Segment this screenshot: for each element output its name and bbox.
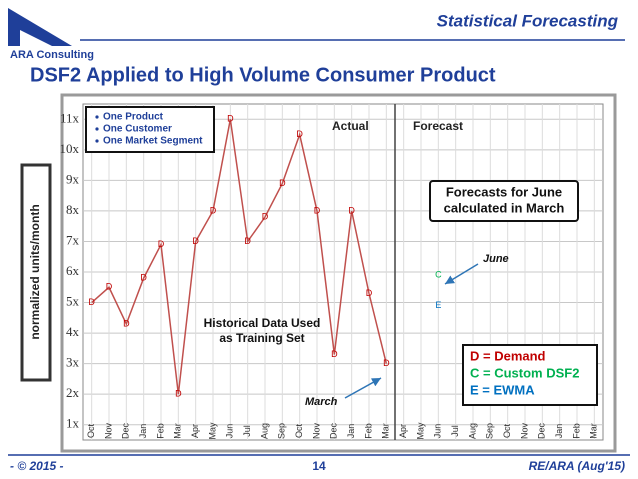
annotation: June <box>483 253 509 265</box>
point-marker: D <box>192 236 199 246</box>
point-marker: D <box>262 211 269 221</box>
annotation: Forecasts for June <box>446 184 562 199</box>
annotation: calculated in March <box>444 200 565 215</box>
logo-triangle-inner <box>20 30 52 46</box>
y-label-box <box>20 163 52 382</box>
arrow <box>344 377 382 399</box>
footer-right: RE/ARA (Aug'15) <box>529 459 625 473</box>
y-tick-label: 7x <box>66 232 80 247</box>
x-tick-label: Jul <box>450 425 460 437</box>
point-marker: D <box>366 288 373 298</box>
y-tick-label: 1x <box>66 416 80 431</box>
point-marker: D <box>348 205 355 215</box>
point-marker: D <box>383 358 390 368</box>
y-tick-label: 5x <box>66 294 80 309</box>
x-tick-label: Nov <box>519 423 529 440</box>
point-marker: D <box>279 178 286 188</box>
info-item: One Customer <box>103 124 172 135</box>
x-tick-label: Dec <box>121 423 131 440</box>
point-marker: D <box>88 297 95 307</box>
annotation: Actual <box>332 119 369 133</box>
footer-left: - © 2015 - <box>10 459 64 473</box>
x-tick-label: Aug <box>259 423 269 439</box>
x-tick-label: Jan <box>554 424 564 439</box>
page-number: 14 <box>312 459 326 473</box>
x-tick-label: Oct <box>502 424 512 439</box>
slide-title: DSF2 Applied to High Volume Consumer Pro… <box>30 64 496 86</box>
arrow <box>444 263 479 285</box>
point-marker: D <box>227 114 234 124</box>
point-marker: D <box>210 205 217 215</box>
x-tick-label: Feb <box>155 423 165 439</box>
x-tick-label: Sep <box>277 423 287 439</box>
info-item: One Product <box>103 112 164 123</box>
annotation: Historical Data Used <box>204 316 321 330</box>
x-tick-label: Jul <box>242 425 252 437</box>
x-tick-label: Feb <box>571 423 581 439</box>
legend-entry: E = EWMA <box>470 382 535 397</box>
legend-entry: D = Demand <box>470 348 546 363</box>
x-tick-label: Dec <box>329 423 339 440</box>
point-marker: D <box>314 205 321 215</box>
legend-entry: C = Custom DSF2 <box>470 365 579 380</box>
point-marker: D <box>123 318 130 328</box>
x-tick-label: Jun <box>225 424 235 439</box>
x-tick-label: Dec <box>537 423 547 440</box>
x-tick-label: Mar <box>589 423 599 439</box>
x-tick-label: Jan <box>138 424 148 439</box>
y-tick-label: 4x <box>66 324 80 339</box>
y-tick-label: 8x <box>66 202 80 217</box>
point-marker: D <box>331 349 338 359</box>
x-tick-label: Apr <box>398 424 408 438</box>
annotation: March <box>305 396 338 408</box>
x-tick-label: May <box>207 422 217 440</box>
x-tick-label: Oct <box>86 424 96 439</box>
y-tick-label: 2x <box>66 385 80 400</box>
point-marker: D <box>296 129 303 139</box>
series-line <box>91 119 388 395</box>
x-tick-label: Nov <box>311 423 321 440</box>
x-tick-label: Feb <box>363 423 373 439</box>
point-marker: D <box>244 236 251 246</box>
x-tick-label: Jun <box>433 424 443 439</box>
point-marker: D <box>158 239 165 249</box>
x-tick-label: Sep <box>485 423 495 439</box>
note-box <box>429 180 579 222</box>
y-axis-label: normalized units/month <box>28 204 42 339</box>
annotation: as Training Set <box>219 331 304 345</box>
header-title: Statistical Forecasting <box>437 11 619 30</box>
x-tick-label: Nov <box>103 423 113 440</box>
y-tick-label: 10x <box>60 141 80 156</box>
point-marker: C <box>435 269 442 279</box>
point-marker: D <box>106 282 113 292</box>
y-tick-label: 9x <box>66 171 80 186</box>
bullet <box>95 127 99 131</box>
bullet <box>95 139 99 143</box>
annotation: Forecast <box>413 119 463 133</box>
point-marker: D <box>140 272 147 282</box>
x-tick-label: Mar <box>381 423 391 439</box>
x-tick-label: Mar <box>173 423 183 439</box>
y-tick-label: 11x <box>60 110 80 125</box>
y-tick-label: 3x <box>66 355 80 370</box>
logo-text: ARA Consulting <box>10 49 94 61</box>
y-tick-label: 6x <box>66 263 80 278</box>
info-item: One Market Segment <box>103 136 203 147</box>
point-marker: E <box>435 300 441 310</box>
info-box <box>85 106 215 153</box>
x-tick-label: Apr <box>190 424 200 438</box>
x-tick-label: Oct <box>294 424 304 439</box>
x-tick-label: May <box>415 422 425 440</box>
bullet <box>95 115 99 119</box>
x-tick-label: Aug <box>467 423 477 439</box>
point-marker: D <box>175 389 182 399</box>
x-tick-label: Jan <box>346 424 356 439</box>
legend-box <box>462 344 598 406</box>
